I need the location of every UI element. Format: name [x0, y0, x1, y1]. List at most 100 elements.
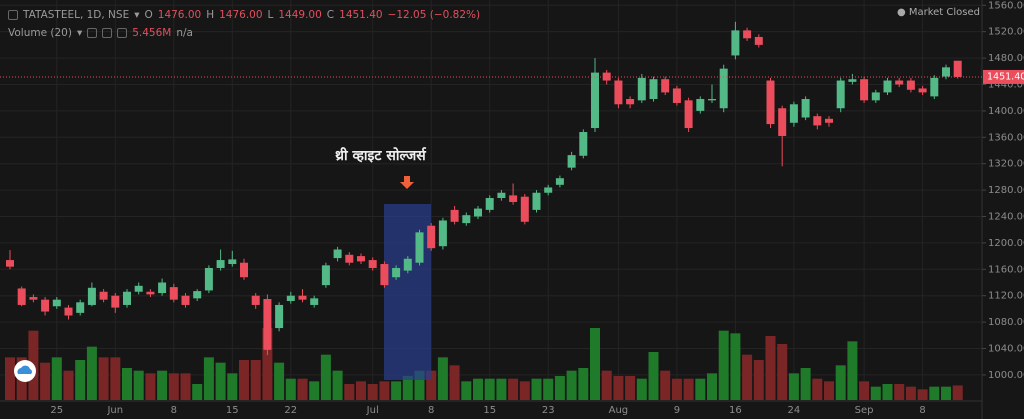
volume-bar	[601, 370, 612, 400]
candle-body	[766, 80, 775, 125]
volume-bar	[86, 346, 97, 400]
volume-bar	[391, 381, 402, 400]
volume-bar	[648, 352, 659, 400]
volume-bar	[203, 357, 214, 400]
candle-body	[263, 299, 272, 350]
x-tick-label: 8	[919, 405, 925, 416]
x-tick-label: 15	[226, 405, 239, 416]
candle-body	[228, 259, 237, 265]
volume-bar	[63, 370, 74, 400]
candle-body	[134, 285, 143, 292]
volume-bar	[285, 378, 296, 400]
volume-layer	[5, 328, 963, 400]
volume-bar	[133, 370, 144, 400]
icon[interactable]	[102, 28, 113, 38]
volume-bar	[847, 341, 858, 400]
candle-body	[696, 99, 705, 111]
candle-body	[871, 92, 880, 101]
volume-bar	[671, 378, 682, 400]
candle-body	[6, 260, 14, 267]
candle-body	[87, 287, 96, 305]
candle-body	[719, 68, 728, 109]
x-tick-label: 8	[428, 405, 434, 416]
volume-bar	[98, 357, 109, 400]
volume-bar	[461, 381, 472, 400]
x-tick-label: 24	[788, 405, 801, 416]
candle-body	[649, 79, 658, 100]
volume-bar	[812, 378, 823, 400]
volume-bar	[332, 370, 343, 400]
volume-bar	[379, 381, 390, 400]
candle-body	[380, 264, 389, 286]
y-tick-label: 1200.00	[988, 238, 1024, 249]
candle-body	[29, 297, 38, 300]
candle-body	[450, 209, 459, 222]
volume-bar	[320, 354, 331, 400]
candle-body	[310, 298, 319, 305]
volume-bar	[402, 376, 413, 400]
volume-bar	[625, 376, 636, 400]
volume-bar	[742, 354, 753, 400]
icon[interactable]	[117, 28, 128, 38]
volume-bar	[718, 330, 729, 400]
volume-bar	[894, 384, 905, 400]
volume-bar	[426, 370, 437, 400]
candle-body	[813, 116, 822, 126]
volume-bar	[765, 336, 776, 400]
candle-body	[181, 295, 190, 305]
last-price-box	[983, 69, 1024, 84]
candle-body	[661, 79, 670, 93]
volume-bar	[590, 328, 600, 400]
candle-body	[591, 72, 599, 129]
candle-body	[789, 104, 798, 123]
volume-bar	[508, 378, 519, 400]
candle-body	[345, 254, 354, 263]
x-tick-label: 8	[171, 405, 177, 416]
volume-bar	[239, 360, 249, 400]
volume-bar	[157, 370, 168, 400]
candle-body	[930, 77, 939, 97]
annotation-arrow	[400, 176, 414, 189]
candle-body	[953, 60, 962, 77]
volume-bar	[414, 370, 425, 400]
candle-body	[403, 258, 412, 271]
volume-name[interactable]: Volume (20)	[8, 27, 72, 39]
candle-body	[579, 132, 588, 156]
candle-body	[684, 100, 693, 129]
x-tick-label: 9	[674, 405, 680, 416]
candle-body	[415, 232, 424, 263]
volume-value: 5.456M	[132, 27, 172, 39]
candle-body	[333, 249, 342, 259]
candle-body	[708, 99, 716, 101]
pattern-highlight	[384, 204, 431, 380]
candle-body	[462, 215, 471, 224]
y-tick-label: 1320.00	[988, 159, 1024, 170]
annotation: थ्री व्हाइट सोल्जर्स	[335, 148, 426, 164]
x-tick-label: 23	[542, 405, 555, 416]
volume-bar	[449, 365, 460, 400]
volume-bar	[835, 365, 846, 400]
icon[interactable]	[87, 28, 98, 38]
y-tick-label: 1160.00	[988, 264, 1024, 275]
dropdown[interactable]: ▾	[76, 27, 83, 39]
y-tick-label: 1080.00	[988, 317, 1024, 328]
volume-bar	[180, 373, 191, 400]
candle-body	[626, 99, 635, 105]
candle-body	[286, 295, 295, 301]
volume-bar	[122, 368, 132, 400]
volume-bar	[367, 384, 378, 400]
volume-bar	[870, 386, 881, 400]
dropdown[interactable]: ▾	[134, 9, 140, 21]
logo-cloud	[17, 365, 32, 374]
status-text: Market Closed	[908, 7, 980, 18]
volume-bar	[145, 373, 156, 400]
y-tick-label: 1520.00	[988, 27, 1024, 38]
candle-body	[357, 256, 365, 262]
symbol[interactable]: TATASTEEL, 1D, NSE	[23, 9, 130, 21]
volume-bar	[250, 360, 261, 400]
y-tick-label: 1040.00	[988, 344, 1024, 355]
ohlc-key: H	[206, 9, 215, 21]
candle-body	[743, 30, 752, 39]
volume-bar	[531, 378, 542, 400]
y-tick-label: 1120.00	[988, 291, 1024, 302]
